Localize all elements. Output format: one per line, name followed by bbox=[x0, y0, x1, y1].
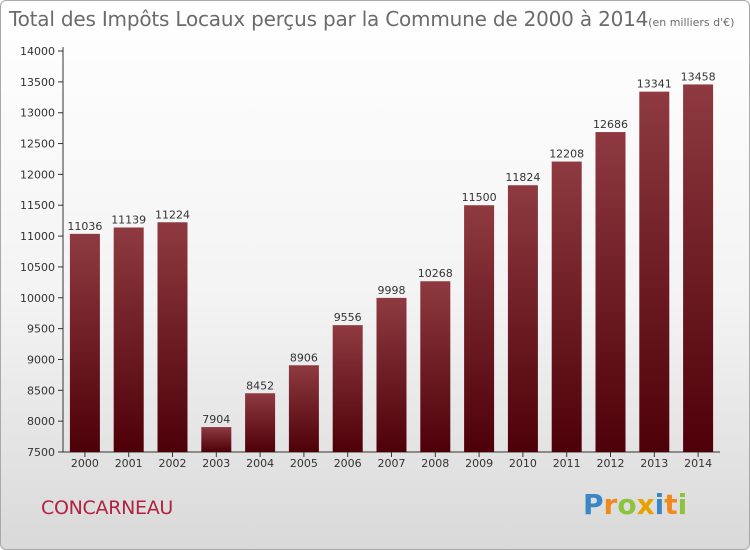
data-label: 11824 bbox=[505, 171, 540, 184]
data-label: 9998 bbox=[378, 284, 406, 297]
x-tick-label: 2011 bbox=[553, 457, 581, 470]
x-tick-label: 2005 bbox=[290, 457, 318, 470]
data-label: 13341 bbox=[637, 78, 672, 91]
x-tick-label: 2014 bbox=[684, 457, 712, 470]
logo-letter: i bbox=[654, 488, 665, 521]
bar bbox=[288, 365, 319, 452]
city-name: CONCARNEAU bbox=[41, 497, 174, 519]
y-tick-label: 12500 bbox=[20, 138, 55, 151]
y-tick-label: 8000 bbox=[27, 415, 55, 428]
logo-letter: o bbox=[617, 488, 637, 521]
x-tick-label: 2004 bbox=[246, 457, 274, 470]
x-tick-label: 2002 bbox=[159, 457, 187, 470]
data-label: 11224 bbox=[155, 208, 190, 221]
x-tick-label: 2006 bbox=[334, 457, 362, 470]
bar bbox=[245, 393, 276, 452]
proxiti-logo[interactable]: Proxiti bbox=[583, 488, 687, 521]
data-label: 12208 bbox=[549, 148, 584, 161]
chart-title: Total des Impôts Locaux perçus par la Co… bbox=[9, 7, 734, 31]
data-label: 8452 bbox=[246, 379, 274, 392]
data-label: 11036 bbox=[67, 220, 102, 233]
x-tick-label: 2012 bbox=[597, 457, 625, 470]
logo-letter: x bbox=[636, 488, 655, 521]
y-tick-label: 9500 bbox=[27, 323, 55, 336]
data-label: 10268 bbox=[418, 267, 453, 280]
bar bbox=[464, 205, 495, 452]
data-label: 9556 bbox=[334, 311, 362, 324]
y-tick-label: 13000 bbox=[20, 107, 55, 120]
bar bbox=[376, 297, 407, 452]
bar bbox=[551, 161, 582, 452]
bar bbox=[683, 84, 714, 453]
data-label: 13458 bbox=[681, 70, 716, 83]
data-label: 8906 bbox=[290, 351, 318, 364]
logo-letter: i bbox=[677, 488, 688, 521]
x-tick-label: 2009 bbox=[465, 457, 493, 470]
data-label: 11500 bbox=[462, 191, 497, 204]
bar bbox=[507, 185, 538, 452]
x-tick-label: 2003 bbox=[202, 457, 230, 470]
chart-title-text: Total des Impôts Locaux perçus par la Co… bbox=[9, 7, 649, 31]
y-tick-label: 11000 bbox=[20, 230, 55, 243]
data-label: 7904 bbox=[202, 413, 230, 426]
data-label: 12686 bbox=[593, 118, 628, 131]
chart-unit: (en milliers d'€) bbox=[648, 16, 735, 29]
x-tick-label: 2007 bbox=[378, 457, 406, 470]
logo-letter: P bbox=[583, 488, 604, 521]
bar bbox=[201, 427, 232, 452]
x-tick-label: 2010 bbox=[509, 457, 537, 470]
y-tick-label: 14000 bbox=[20, 45, 55, 58]
x-tick-label: 2001 bbox=[115, 457, 143, 470]
logo-letter: r bbox=[603, 488, 618, 521]
y-tick-label: 11500 bbox=[20, 199, 55, 212]
y-tick-label: 10000 bbox=[20, 292, 55, 305]
bar bbox=[595, 132, 626, 452]
bar bbox=[157, 222, 188, 452]
x-tick-label: 2000 bbox=[71, 457, 99, 470]
bar bbox=[639, 91, 670, 453]
y-tick-label: 12000 bbox=[20, 168, 55, 181]
bar bbox=[420, 281, 451, 452]
x-tick-label: 2008 bbox=[421, 457, 449, 470]
x-tick-label: 2013 bbox=[640, 457, 668, 470]
y-tick-label: 13500 bbox=[20, 76, 55, 89]
bar bbox=[113, 227, 144, 452]
y-tick-label: 9000 bbox=[27, 353, 55, 366]
logo-letter: t bbox=[664, 488, 678, 521]
y-tick-label: 8500 bbox=[27, 384, 55, 397]
bar bbox=[69, 233, 100, 452]
y-tick-label: 10500 bbox=[20, 261, 55, 274]
bar bbox=[332, 325, 363, 452]
y-tick-label: 7500 bbox=[27, 446, 55, 459]
data-label: 11139 bbox=[111, 214, 146, 227]
